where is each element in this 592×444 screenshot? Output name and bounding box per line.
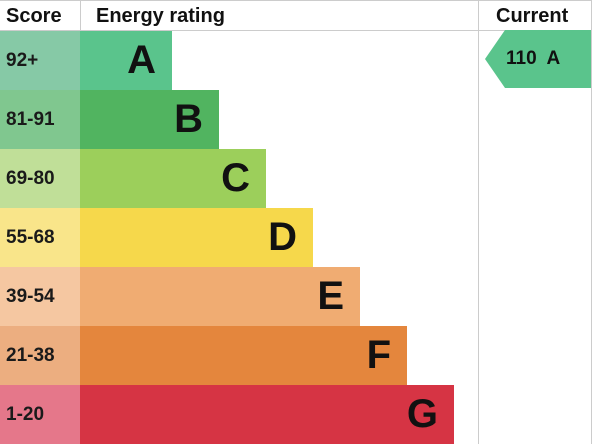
score-range-g: 1-20 — [0, 385, 80, 444]
score-range-a: 92+ — [0, 31, 80, 90]
band-bar-b: B — [80, 90, 219, 149]
score-range-c: 69-80 — [0, 149, 80, 208]
band-letter-c: C — [221, 156, 250, 200]
current-column-divider — [478, 0, 479, 444]
current-rating-arrow — [485, 30, 591, 88]
top-border — [0, 0, 592, 1]
current-rating-arrow-shape — [485, 30, 591, 88]
band-bar-f: F — [80, 326, 407, 385]
score-header: Score — [6, 5, 62, 27]
current-rating-label: 110 A — [506, 48, 561, 69]
band-letter-f: F — [366, 333, 391, 377]
header-divider — [0, 30, 592, 31]
score-range-e: 39-54 — [0, 267, 80, 326]
band-letter-b: B — [174, 97, 203, 141]
energy-rating-header: Energy rating — [96, 5, 225, 27]
band-bar-e: E — [80, 267, 360, 326]
score-range-d: 55-68 — [0, 208, 80, 267]
score-column-divider — [80, 0, 81, 30]
band-letter-d: D — [268, 215, 297, 259]
band-bar-c: C — [80, 149, 266, 208]
band-letter-a: A — [127, 38, 156, 82]
band-bar-g: G — [80, 385, 454, 444]
score-range-f: 21-38 — [0, 326, 80, 385]
score-range-b: 81-91 — [0, 90, 80, 149]
band-bar-d: D — [80, 208, 313, 267]
band-letter-e: E — [317, 274, 344, 318]
current-header: Current — [496, 5, 569, 27]
band-letter-g: G — [406, 392, 438, 436]
band-bar-a: A — [80, 31, 172, 90]
